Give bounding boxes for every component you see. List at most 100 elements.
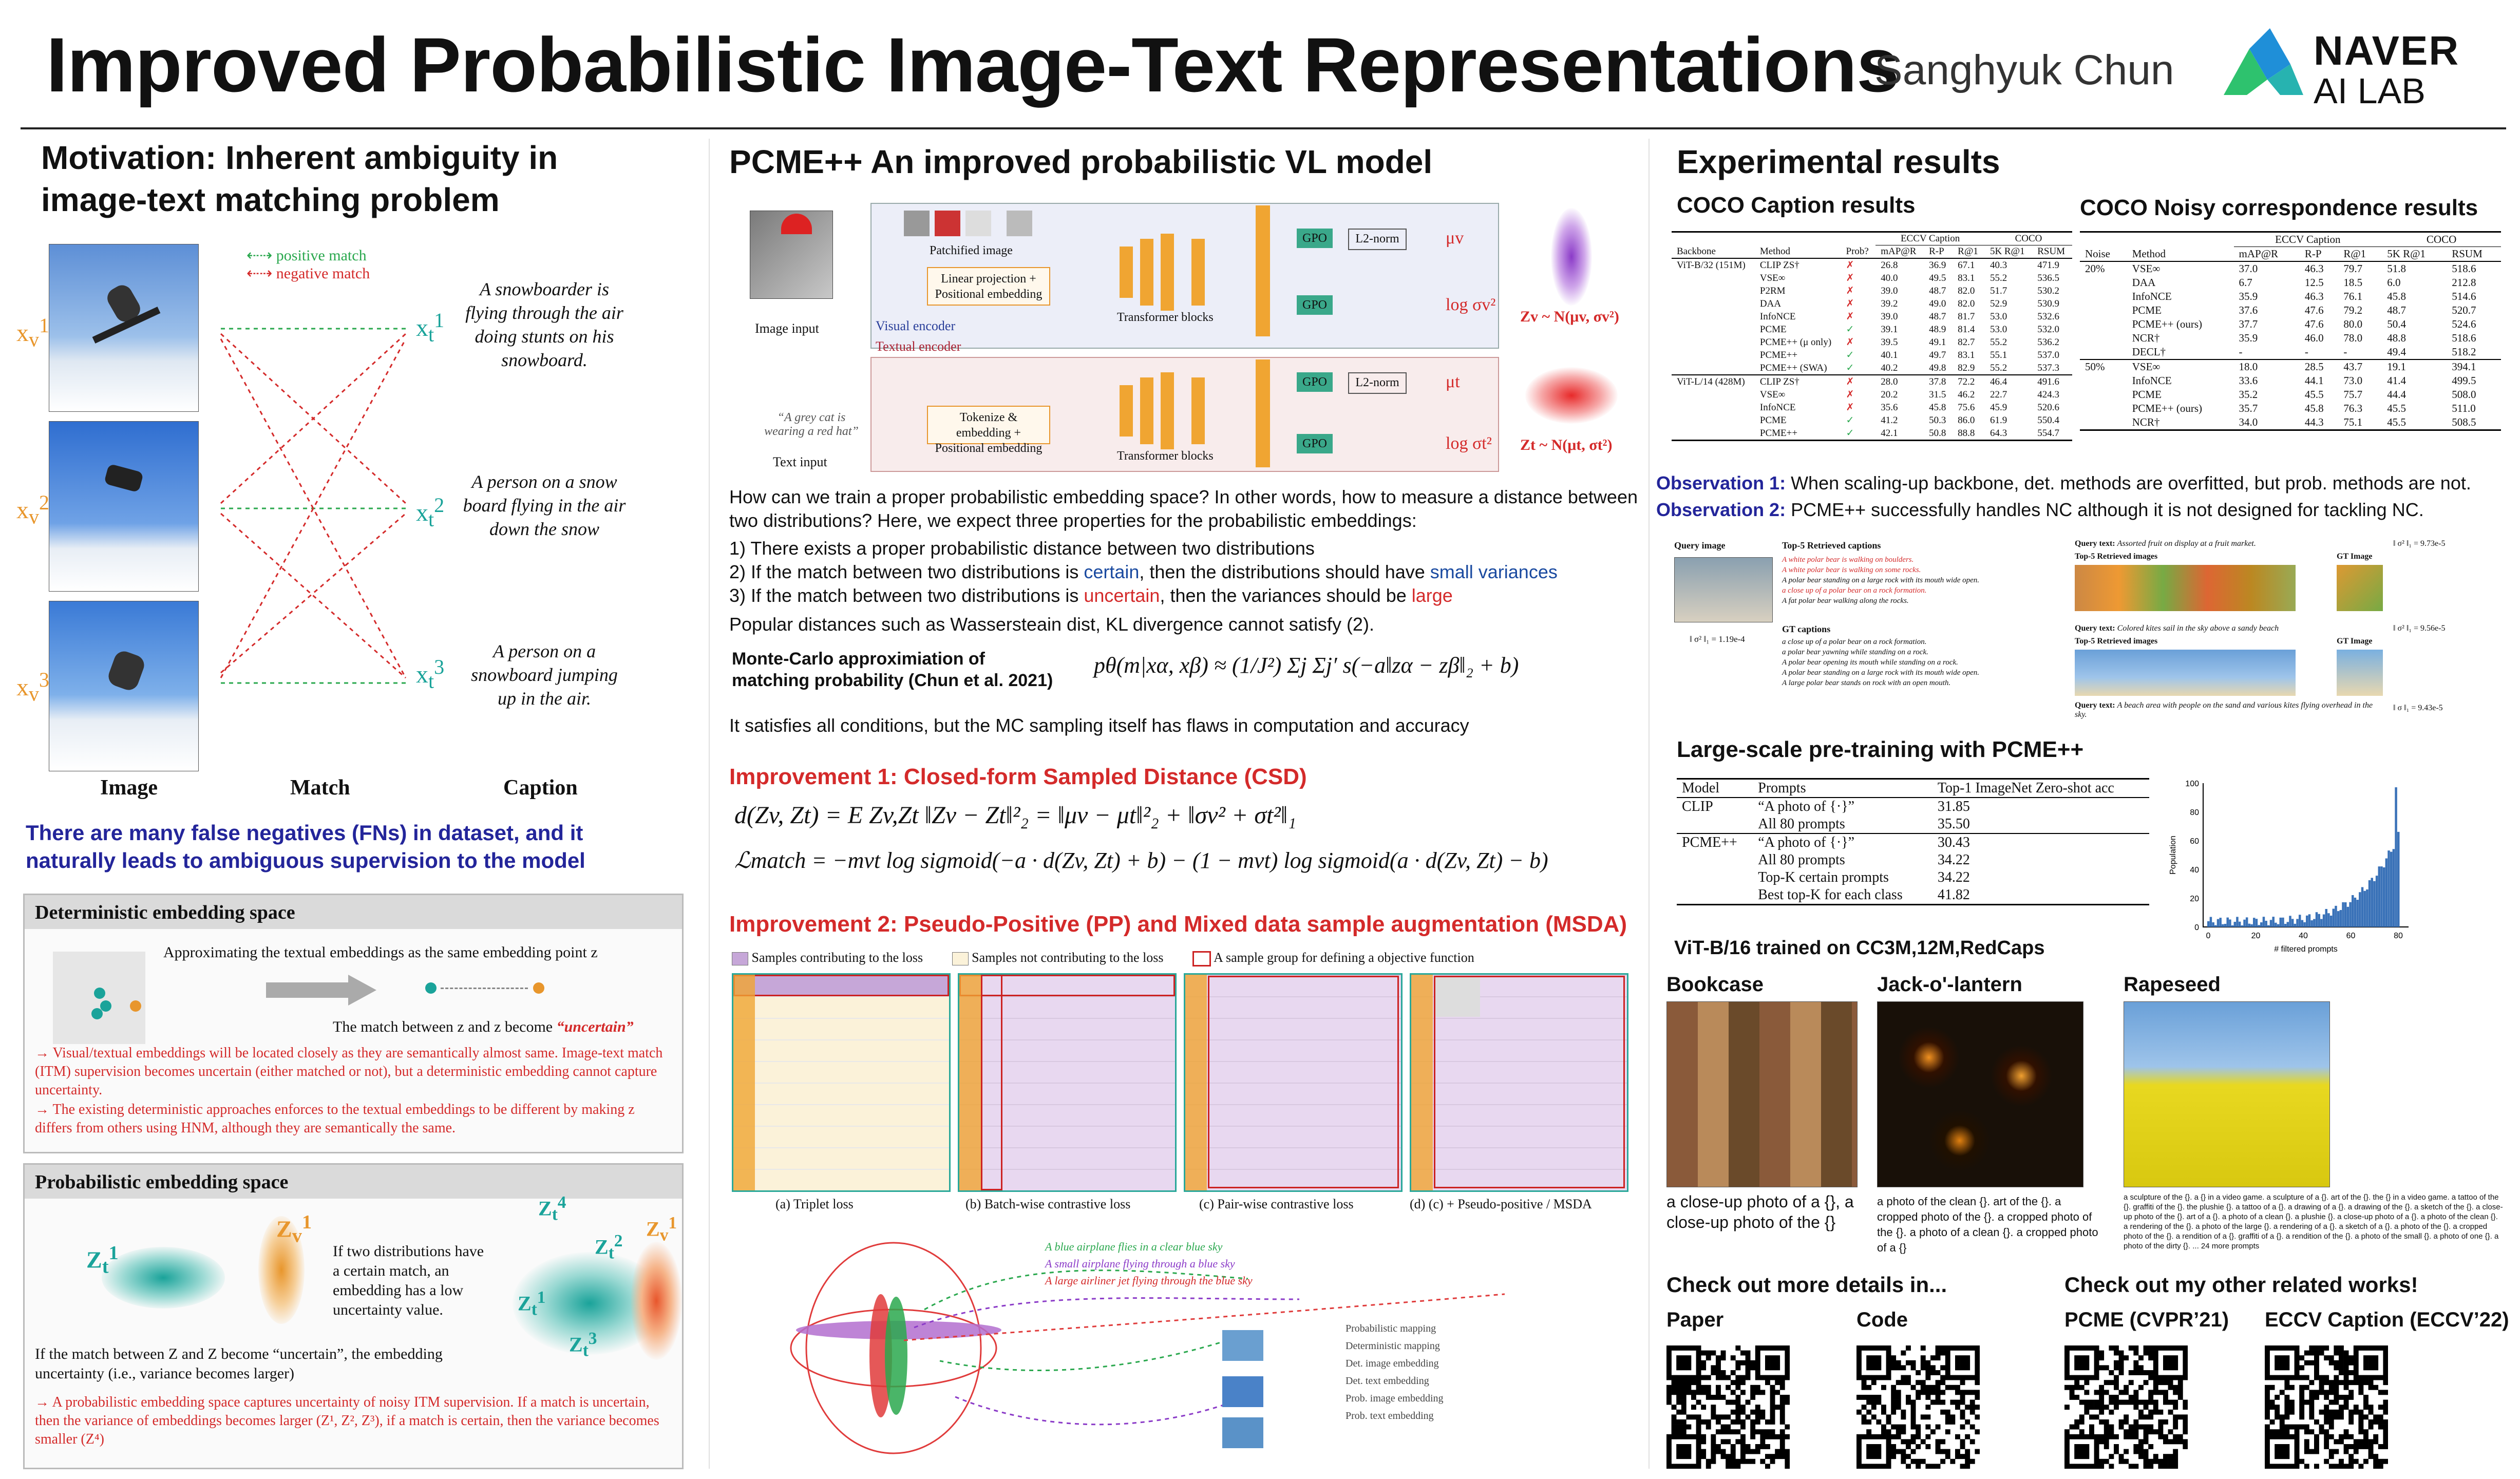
prob-zv-label: Zv1 [276,1211,312,1247]
table-cell: 47.6 [2304,318,2324,330]
retrieved-caption-3: A polar bear standing on a large rock wi… [1782,576,1980,584]
observations: Observation 1: When scaling-up backbone,… [1656,470,2509,523]
more-details-title: Check out more details in... [1666,1273,1947,1297]
table-cell: 35.7 [2239,402,2258,414]
table-cell: 212.8 [2452,276,2476,289]
histogram-bar [2382,867,2385,927]
det-text-point [425,982,437,994]
viz-caption-1: A blue airplane flies in a clear blue sk… [1045,1240,1223,1253]
histogram-bar [2207,921,2210,927]
histogram-x-tick: 80 [2394,932,2403,940]
histogram-bar [2315,912,2318,927]
table-cell: PCME++ [1682,835,1737,850]
table-row: ViT-B/32 (151M) CLIP ZS† ✗ 26.8 36.9 67.1 40.3… [1672,258,2072,272]
qr-label-eccv-caption: ECCV Caption (ECCV’22) [2265,1309,2509,1331]
histogram-bar [2282,917,2284,927]
gt-captions-list: a close up of a polar bear on a rock for… [1782,637,2018,688]
histogram-bar [2269,920,2272,927]
table-cell: 31.85 [1937,799,1970,814]
table-cell: 48.8 [2387,332,2406,344]
polar-bear-query-image [1674,557,1773,622]
histogram-bar [2318,914,2320,927]
sigma-3: ‖ σ ‖₁ = 9.43e-5 [2393,704,2443,712]
linear-proj-box: Linear projection + Positional embedding [927,267,1050,306]
qr-code-code[interactable] [1856,1345,1980,1469]
table-cell: 424.3 [2037,389,2059,400]
histogram-bar [2252,918,2256,927]
table-cell [1672,297,1755,310]
prop2-a: 2) If the match between two distribution… [729,561,1084,582]
table-cell: 50.8 [1929,427,1946,439]
table-cell: ✗ [1846,376,1854,387]
table-cell: 491.6 [2037,376,2059,387]
class-name-bookcase: Bookcase [1666,973,1764,996]
table-row: PCME++ (μ only) ✗ 39.5 49.1 82.7 55.2 536.2 [1672,336,2072,349]
qr-label-pcme: PCME (CVPR’21) [2064,1309,2229,1331]
table-row: DECL† - - - 49.4 518.2 [2080,345,2501,359]
qr-code-paper[interactable] [1666,1345,1790,1469]
table-cell: 80.0 [2343,318,2363,330]
mc-flaws-note: It satisfies all conditions, but the MC … [729,715,1469,736]
results-title: Experimental results [1677,143,2000,181]
histogram-x-tick: 20 [2251,932,2261,940]
table-row: 50% VSE∞ 18.0 28.5 43.7 19.1 394.1 [2080,359,2501,374]
viz-legend-det-image: Det. image embedding [1346,1358,1439,1369]
table-cell: - [2343,346,2347,358]
pretrain-table: Model Prompts Top-1 ImageNet Zero-shot acc… [1677,778,2149,905]
table-cell: 76.3 [2343,402,2363,414]
table-cell: 42.1 [1881,427,1898,439]
table-row: CLIP “A photo of {·}” 31.85 [1677,798,2149,816]
table-cell: CLIP ZS† [1759,259,1799,271]
prob-zt1b-label: Zt1 [518,1288,546,1319]
table-cell: 49.5 [1929,272,1946,283]
table-row: InfoNCE 35.9 46.3 76.1 45.8 514.6 [2080,290,2501,304]
table-cell: 51.7 [1990,285,2007,296]
column-divider-2 [1649,139,1650,1469]
table-cell [1672,362,1755,375]
table-row: PCME 37.6 47.6 79.2 48.7 520.7 [2080,304,2501,317]
table-cell: 520.6 [2037,402,2059,413]
mc-formula: pθ(m|xα, xβ) ≈ (1/J²) Σj Σj′ s(−a‖zα − z… [1094,653,1519,678]
coco-noisy-title-text: COCO Noisy correspondence results [2080,195,2478,220]
pretrain-table-column-header: Top-1 ImageNet Zero-shot acc [1932,780,2149,798]
histogram-bar [2277,924,2280,927]
table-cell [2080,374,2127,388]
qr-code-eccv-caption[interactable] [2265,1345,2388,1469]
pretrain-title: Large-scale pre-training with PCME++ [1677,737,2083,763]
histogram-bar [2388,850,2390,927]
gt-image-label-2: GT Image [2337,637,2373,646]
table-cell [2080,388,2127,402]
noisy-table-group-header-row: ECCV Caption COCO [2080,233,2501,247]
table-cell: DAA [2132,276,2156,289]
table-cell: 45.9 [1990,402,2007,413]
prop3-large: large [1411,585,1453,606]
qr-code-pcme[interactable] [2064,1345,2188,1469]
table-cell: PCME [2132,388,2162,401]
table-cell: PCME++ (ours) [2132,402,2203,414]
table-cell: VSE∞ [1759,389,1786,400]
table-cell: ✓ [1846,350,1854,361]
jack-o-lantern-image-grid [1877,1001,2083,1187]
noisy-table-column-header: 5K R@1 [2382,246,2447,262]
table-cell: PCME++ (SWA) [1759,362,1827,373]
table-cell: 37.6 [2239,304,2258,316]
kite-retrieved-images [2075,650,2296,696]
image-input-label: Image input [755,321,819,336]
noisy-table-column-header: Method [2127,246,2234,262]
histogram-bar [2303,922,2306,927]
histogram-bar [2306,915,2308,927]
text-label-xt1: xt1 [416,309,445,346]
table-cell: 45.8 [2304,402,2324,414]
mc-label-1: Monte-Carlo approximiation of [732,649,985,669]
legend-positive: positive match [276,247,367,264]
table-cell: 75.6 [1958,402,1975,413]
table-cell [1672,310,1755,323]
table-cell [2080,331,2127,345]
histogram-bar [2313,919,2316,927]
property-3: 3) If the match between two distribution… [729,584,1643,608]
zv-distribution-label: Zv ~ N(μv, σv²) [1520,308,1619,325]
table-cell: 48.7 [1929,285,1946,296]
histogram-bar [2301,920,2304,927]
patch-strip [904,211,1048,236]
table-cell: InfoNCE [1759,402,1796,413]
